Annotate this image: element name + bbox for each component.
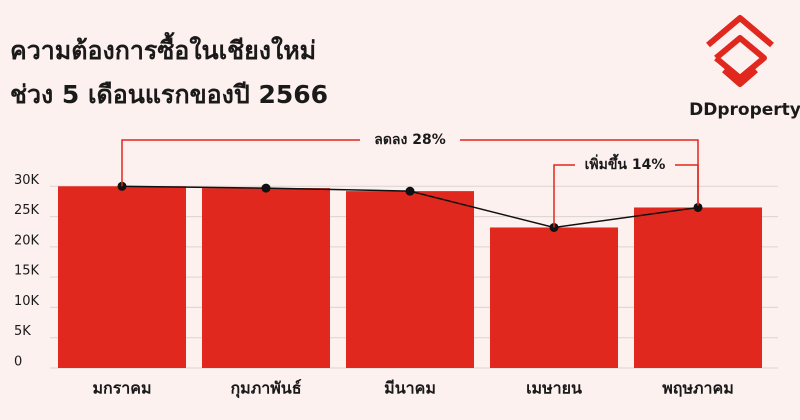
annotation-box <box>575 154 675 176</box>
x-tick-label: กุมภาพันธ์ <box>230 379 301 399</box>
logo-base <box>722 67 758 87</box>
y-tick-label: 30K <box>14 173 40 188</box>
logo-body <box>714 35 767 81</box>
trend-point <box>693 202 703 212</box>
x-tick-label: มีนาคม <box>384 379 436 398</box>
chart-subtitle: ช่วง 5 เดือนแรกของปี 2566 <box>10 80 328 109</box>
bar <box>490 227 618 368</box>
annotation-label: เพิ่มขึ้น 14% <box>585 153 666 173</box>
x-tick-label: เมษายน <box>526 379 582 398</box>
bar <box>346 191 474 368</box>
annotation-box <box>360 129 460 151</box>
bar <box>58 186 186 368</box>
y-tick-label: 20K <box>14 233 40 248</box>
y-tick-label: 25K <box>14 203 40 218</box>
trend-point <box>261 183 271 193</box>
brand-logo <box>706 15 774 87</box>
y-tick-label: 0 <box>14 355 22 370</box>
trend-point <box>405 186 415 196</box>
bar <box>202 188 330 368</box>
y-tick-label: 10K <box>14 294 40 309</box>
logo-roof <box>706 15 774 48</box>
annotation-label: ลดลง 28% <box>374 132 445 148</box>
x-tick-label: มกราคม <box>92 379 151 398</box>
y-tick-label: 5K <box>14 324 31 339</box>
y-tick-label: 15K <box>14 264 40 279</box>
x-tick-label: พฤษภาคม <box>662 379 734 398</box>
bar <box>634 207 762 368</box>
chart-title: ความต้องการซื้อในเชียงใหม่ <box>10 31 316 65</box>
brand-name: DDproperty <box>689 100 800 120</box>
